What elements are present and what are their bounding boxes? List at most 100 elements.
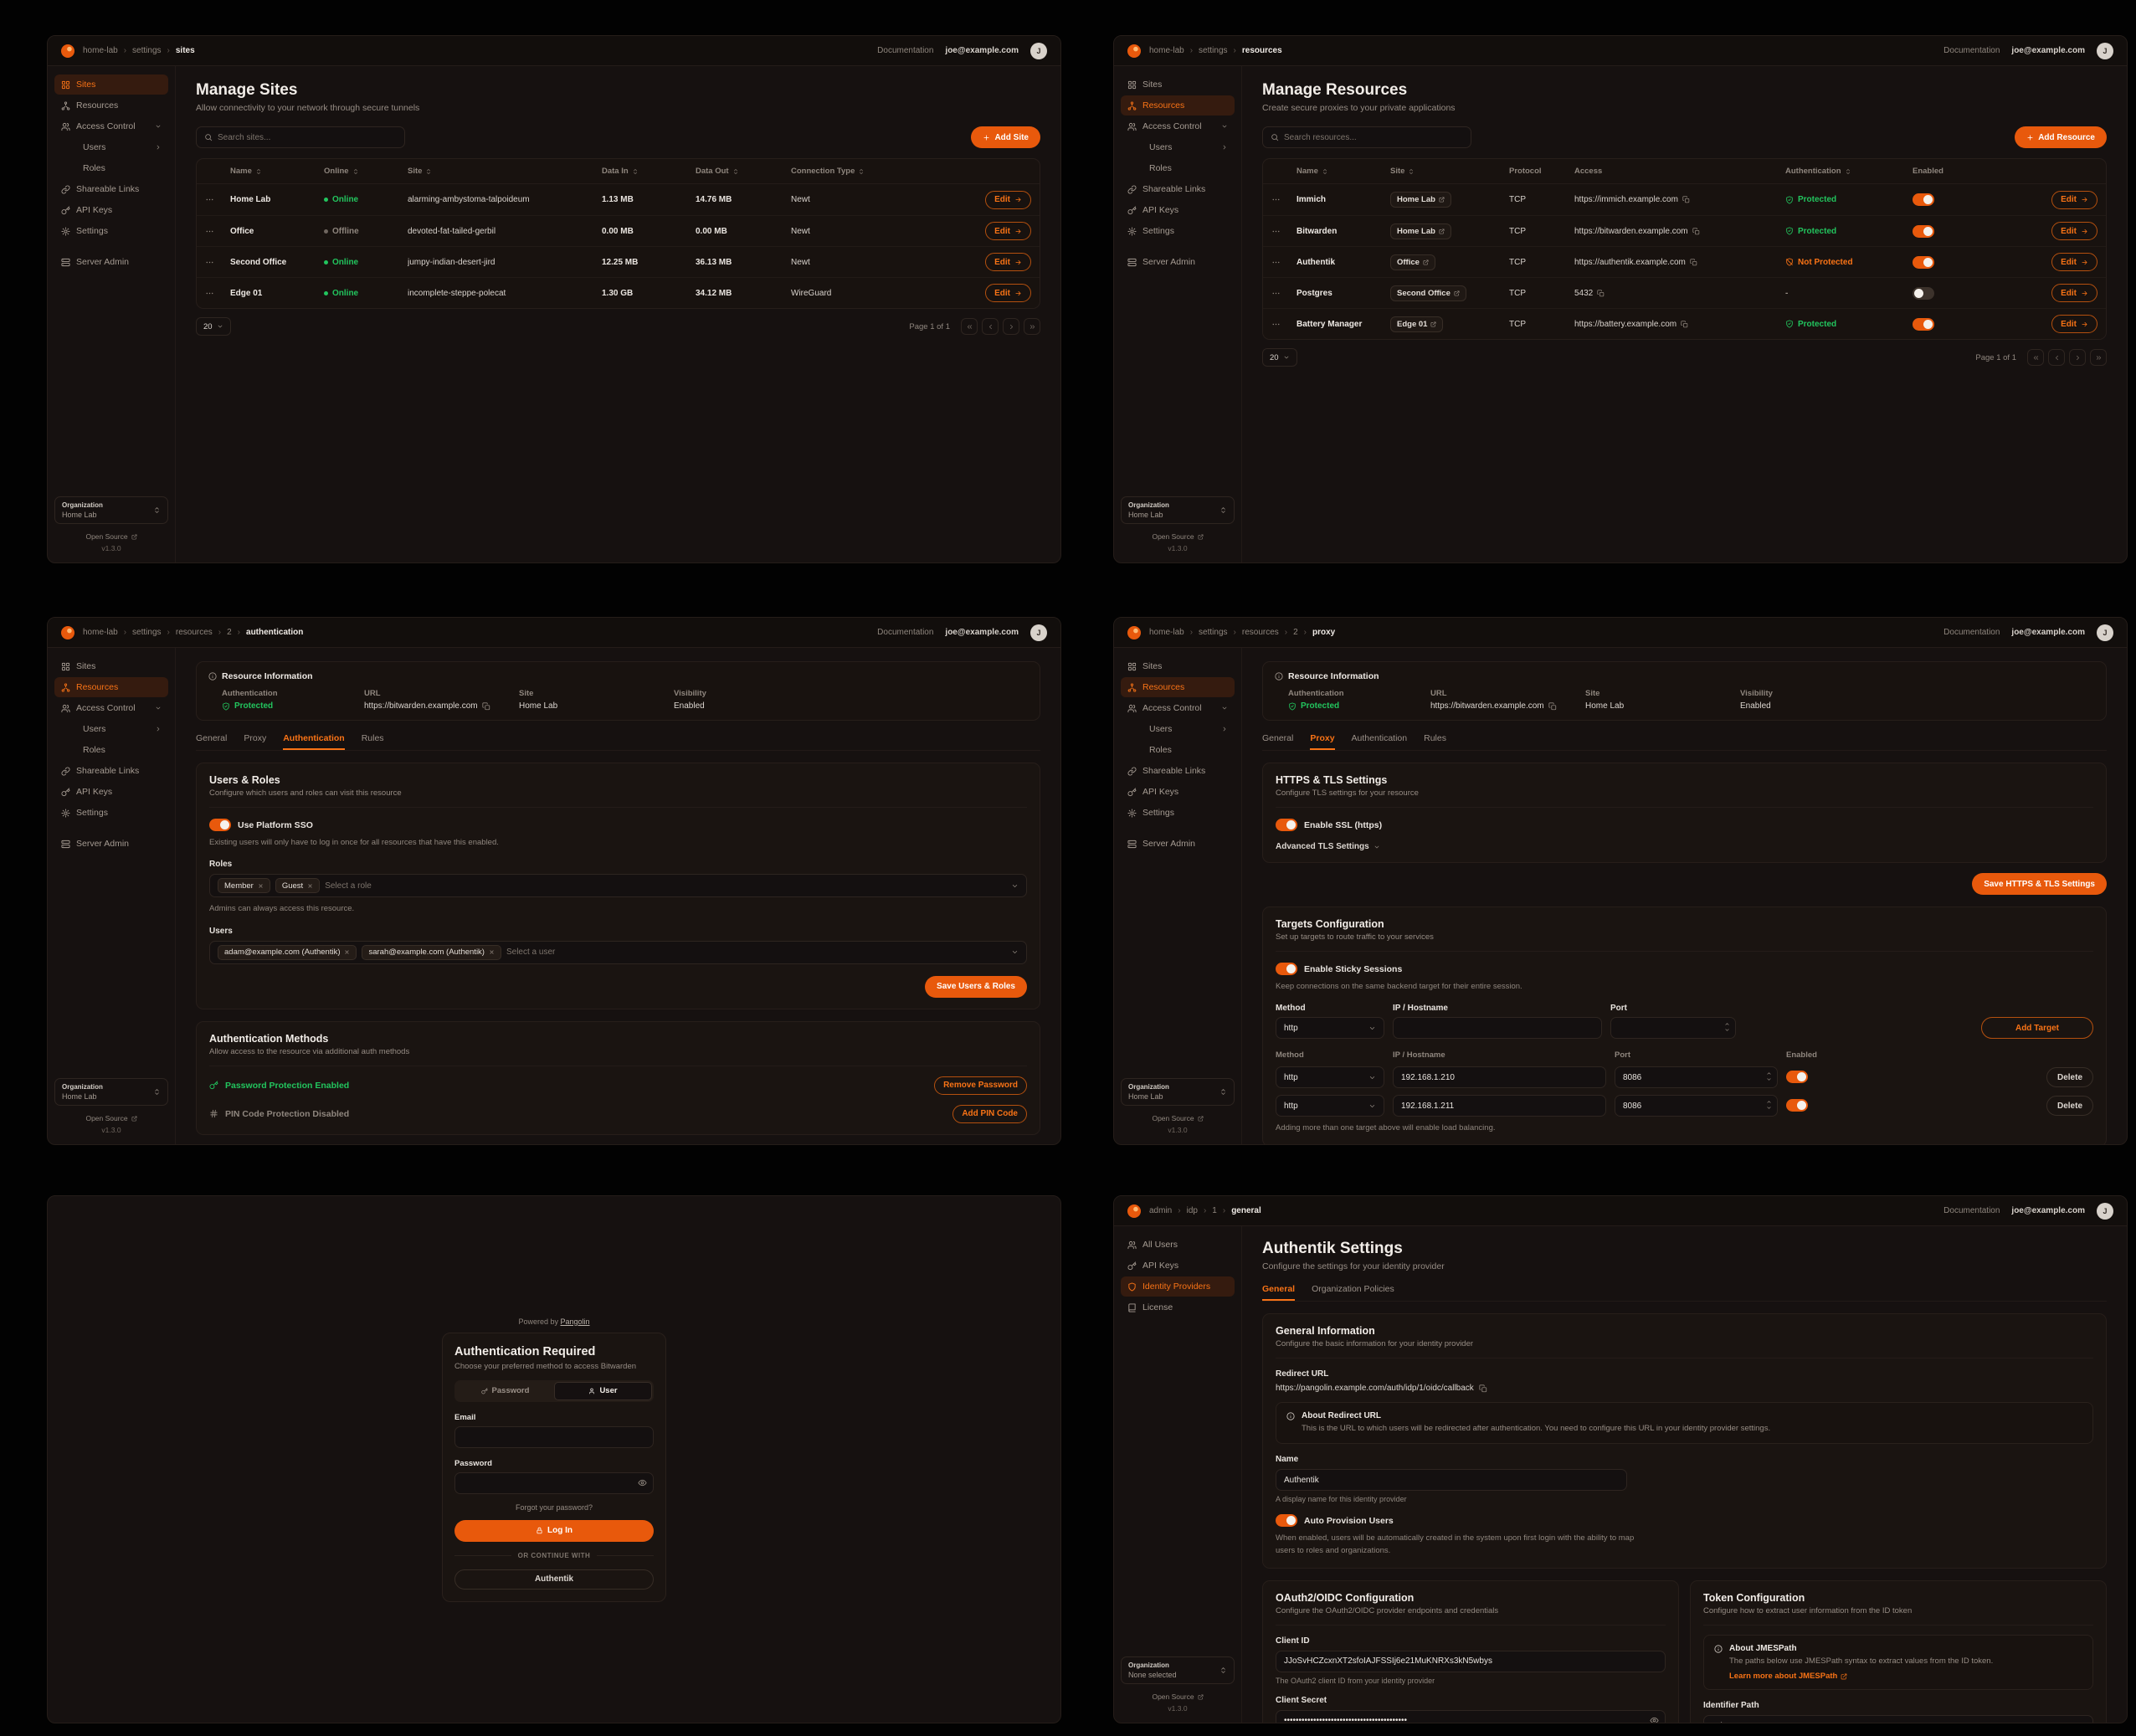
org-selector[interactable]: Organization Home Lab: [1121, 1078, 1235, 1106]
sidebar-item[interactable]: API Keys: [1121, 200, 1235, 220]
number-stepper[interactable]: [1724, 1021, 1730, 1033]
jmespath-link[interactable]: Learn more about JMESPath: [1729, 1672, 1847, 1681]
breadcrumb-item[interactable]: home-lab: [83, 46, 126, 55]
tab[interactable]: General: [196, 733, 228, 743]
number-stepper[interactable]: [1766, 1099, 1772, 1111]
app-logo-icon[interactable]: [61, 625, 74, 639]
sidebar-item[interactable]: Roles: [54, 158, 168, 178]
open-source-link[interactable]: Open Source: [1152, 1114, 1194, 1122]
sidebar-item[interactable]: Access Control: [54, 116, 168, 136]
org-selector[interactable]: Organization Home Lab: [1121, 496, 1235, 524]
breadcrumb-item[interactable]: resources: [176, 628, 221, 637]
open-source-link[interactable]: Open Source: [1152, 1692, 1194, 1701]
sidebar-item[interactable]: Settings: [54, 221, 168, 241]
search-input[interactable]: [1284, 132, 1463, 142]
rows-per-page-select[interactable]: 20: [1262, 348, 1297, 367]
enabled-toggle[interactable]: [1913, 286, 1934, 300]
tab[interactable]: Organization Policies: [1312, 1284, 1394, 1294]
breadcrumb-item[interactable]: settings: [1199, 46, 1236, 55]
org-selector[interactable]: Organization None selected: [1121, 1656, 1235, 1684]
edit-button[interactable]: Edit: [2051, 253, 2097, 271]
ip-hostname-input[interactable]: [1393, 1017, 1602, 1040]
users-select[interactable]: adam@example.com (Authentik) sarah@exampl…: [209, 940, 1027, 964]
row-menu-icon[interactable]: [205, 289, 214, 298]
row-menu-icon[interactable]: [1271, 227, 1281, 236]
roles-select[interactable]: Member Guest Select a role: [209, 874, 1027, 898]
remove-chip-icon[interactable]: [489, 949, 495, 955]
next-page-button[interactable]: [2069, 349, 2086, 366]
target-ip-input[interactable]: [1393, 1095, 1606, 1117]
search-input[interactable]: [218, 132, 397, 142]
column-header[interactable]: Enabled: [1913, 167, 1943, 176]
site-link[interactable]: Home Lab: [1390, 223, 1451, 239]
copy-icon[interactable]: [1692, 228, 1700, 235]
user-chip[interactable]: adam@example.com (Authentik): [218, 944, 357, 960]
method-select[interactable]: http: [1276, 1017, 1384, 1040]
eye-icon[interactable]: [1650, 1716, 1659, 1723]
sidebar-item[interactable]: Sites: [54, 74, 168, 95]
breadcrumb-item[interactable]: admin: [1149, 1206, 1181, 1215]
breadcrumb-item[interactable]: resources: [1241, 46, 1282, 55]
column-header[interactable]: Data In: [602, 167, 696, 176]
breadcrumb-item[interactable]: idp: [1187, 1206, 1207, 1215]
sidebar-item[interactable]: API Keys: [1121, 782, 1235, 802]
remove-chip-icon[interactable]: [344, 949, 350, 955]
eye-icon[interactable]: [638, 1478, 647, 1487]
target-port-input[interactable]: [1615, 1066, 1778, 1089]
first-page-button[interactable]: [961, 318, 978, 335]
sidebar-item[interactable]: Resources: [54, 95, 168, 116]
identifier-path-input[interactable]: [1703, 1715, 2093, 1723]
edit-button[interactable]: Edit: [2051, 190, 2097, 209]
last-page-button[interactable]: [2090, 349, 2107, 366]
user-email[interactable]: joe@example.com: [2011, 1206, 2085, 1215]
copy-icon[interactable]: [1548, 702, 1557, 711]
email-input[interactable]: [454, 1425, 654, 1448]
edit-button[interactable]: Edit: [985, 253, 1031, 271]
last-page-button[interactable]: [1024, 318, 1040, 335]
sidebar-item[interactable]: Shareable Links: [54, 761, 168, 781]
role-chip[interactable]: Guest: [275, 878, 321, 894]
edit-button[interactable]: Edit: [2051, 315, 2097, 333]
sidebar-item[interactable]: Resources: [54, 677, 168, 697]
tab[interactable]: General: [1262, 1284, 1296, 1301]
open-source-link[interactable]: Open Source: [85, 532, 128, 541]
copy-icon[interactable]: [482, 702, 490, 711]
delete-target-button[interactable]: Delete: [2046, 1096, 2093, 1117]
app-logo-icon[interactable]: [61, 44, 74, 58]
breadcrumb-item[interactable]: proxy: [1312, 628, 1336, 637]
port-input[interactable]: [1610, 1017, 1736, 1040]
tab[interactable]: General: [1262, 733, 1294, 743]
column-header[interactable]: Protocol: [1509, 167, 1542, 176]
open-source-link[interactable]: Open Source: [1152, 532, 1194, 541]
copy-icon[interactable]: [1479, 1384, 1487, 1393]
sidebar-item[interactable]: Users: [1121, 719, 1235, 739]
login-button[interactable]: Log In: [454, 1519, 654, 1542]
forgot-password-link[interactable]: Forgot your password?: [515, 1502, 593, 1512]
password-input[interactable]: [454, 1471, 654, 1494]
sidebar-item[interactable]: Identity Providers: [1121, 1276, 1235, 1297]
breadcrumb-item[interactable]: general: [1231, 1206, 1261, 1215]
auth-method-tab[interactable]: Password: [456, 1382, 554, 1400]
breadcrumb-item[interactable]: home-lab: [1149, 46, 1193, 55]
copy-icon[interactable]: [1682, 196, 1690, 203]
sticky-sessions-toggle[interactable]: [1276, 963, 1297, 975]
auth-method-button[interactable]: Add PIN Code: [952, 1104, 1027, 1123]
tab[interactable]: Proxy: [244, 733, 267, 743]
remove-chip-icon[interactable]: [307, 883, 313, 889]
user-chip[interactable]: sarah@example.com (Authentik): [362, 944, 501, 960]
sidebar-item[interactable]: Resources: [1121, 677, 1235, 697]
enable-ssl-toggle[interactable]: [1276, 819, 1297, 831]
documentation-link[interactable]: Documentation: [1943, 628, 2000, 637]
org-selector[interactable]: Organization Home Lab: [54, 1078, 168, 1106]
copy-icon[interactable]: [1690, 259, 1697, 266]
sidebar-item[interactable]: License: [1121, 1297, 1235, 1317]
target-ip-input[interactable]: [1393, 1066, 1606, 1089]
app-logo-icon[interactable]: [1127, 44, 1141, 58]
documentation-link[interactable]: Documentation: [877, 628, 934, 637]
enabled-toggle[interactable]: [1913, 317, 1934, 331]
target-method-select[interactable]: http: [1276, 1095, 1384, 1117]
tab[interactable]: Authentication: [283, 733, 345, 750]
site-link[interactable]: Home Lab: [1390, 192, 1451, 208]
site-link[interactable]: Second Office: [1390, 285, 1466, 301]
sidebar-item[interactable]: Settings: [1121, 803, 1235, 823]
